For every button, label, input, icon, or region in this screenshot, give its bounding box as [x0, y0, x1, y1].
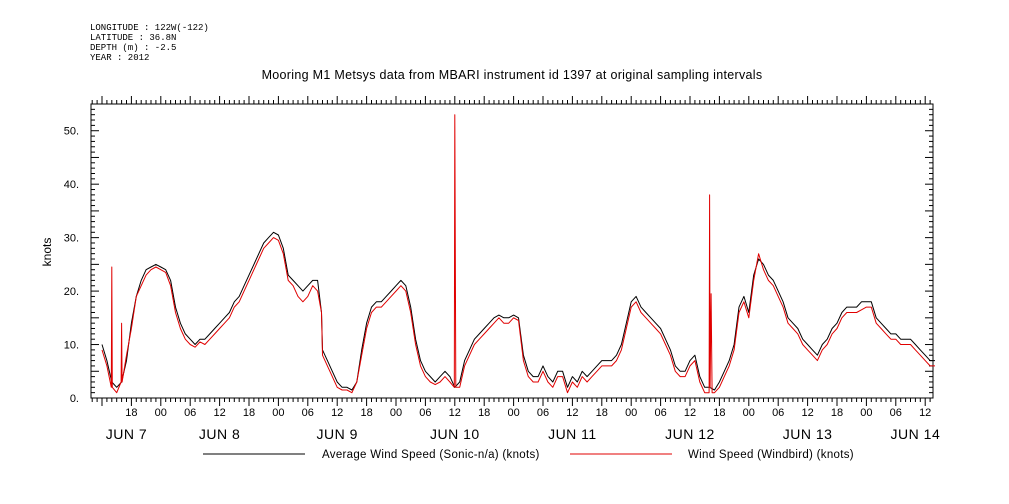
x-hour-label: 00 [860, 407, 872, 419]
x-day-label: JUN 7 [106, 426, 147, 442]
x-hour-label: 00 [507, 407, 519, 419]
x-hour-label: 18 [831, 407, 843, 419]
plot-frame [90, 103, 934, 399]
x-hour-label: 12 [801, 407, 813, 419]
metadata-block: LONGITUDE : 122W(-122) LATITUDE : 36.8N … [90, 23, 209, 63]
x-hour-label: 12 [566, 407, 578, 419]
x-hour-label: 18 [243, 407, 255, 419]
legend-label-windbird: Wind Speed (Windbird) (knots) [688, 449, 854, 461]
x-day-label: JUN 13 [783, 426, 833, 442]
x-day-label: JUN 10 [430, 426, 480, 442]
depth-text: DEPTH (m) : -2.5 [90, 43, 176, 53]
x-hour-label: 12 [919, 407, 931, 419]
x-hour-label: 00 [625, 407, 637, 419]
x-day-label: JUN 12 [665, 426, 715, 442]
year-text: YEAR : 2012 [90, 53, 149, 63]
x-hour-label: 18 [713, 407, 725, 419]
x-hour-label: 00 [272, 407, 284, 419]
x-hour-label: 06 [654, 407, 666, 419]
x-hour-label: 18 [360, 407, 372, 419]
y-tick-label: 50. [64, 126, 79, 138]
x-tick-labels: 18 00 06 12 18 00 06 12 18 00 06 12 18 00 06 12 18 00 06 12… [106, 407, 940, 442]
x-hour-label: 12 [449, 407, 461, 419]
x-hour-label: 12 [331, 407, 343, 419]
x-hour-label: 00 [743, 407, 755, 419]
y-tick-label: 20. [64, 286, 79, 298]
x-hour-label: 06 [419, 407, 431, 419]
x-day-label: JUN 14 [891, 426, 941, 442]
x-hour-label: 00 [155, 407, 167, 419]
y-tick-label: 10. [64, 340, 79, 352]
x-day-label: JUN 11 [548, 426, 597, 442]
x-hour-label: 06 [537, 407, 549, 419]
y-tick-label: 0. [70, 393, 79, 405]
x-day-label: JUN 8 [199, 426, 240, 442]
y-tick-label: 40. [64, 179, 79, 191]
x-hour-label: 18 [478, 407, 490, 419]
longitude-text: LONGITUDE : 122W(-122) [90, 23, 209, 33]
legend-label-average-wind: Average Wind Speed (Sonic-n/a) (knots) [322, 449, 540, 461]
y-axis-title: knots [40, 238, 54, 267]
chart-title: Mooring M1 Metsys data from MBARI instru… [262, 68, 763, 82]
series-line-windbird [101, 114, 935, 394]
x-hour-label: 18 [125, 407, 137, 419]
legend: Average Wind Speed (Sonic-n/a) (knots) W… [203, 449, 854, 461]
x-hour-label: 06 [184, 407, 196, 419]
series-line-average-wind [101, 231, 935, 391]
x-hour-label: 12 [684, 407, 696, 419]
x-hour-label: 06 [772, 407, 784, 419]
x-hour-label: 18 [596, 407, 608, 419]
x-hour-label: 00 [390, 407, 402, 419]
x-hour-label: 06 [302, 407, 314, 419]
x-hour-label: 06 [890, 407, 902, 419]
x-day-label: JUN 9 [316, 426, 357, 442]
y-tick-labels: 0. 10. 20. 30. 40. 50. [64, 126, 79, 405]
axis-ticks [91, 96, 933, 406]
latitude-text: LATITUDE : 36.8N [90, 33, 176, 43]
series-lines [101, 114, 935, 394]
x-hour-label: 12 [213, 407, 225, 419]
y-tick-label: 30. [64, 233, 79, 245]
